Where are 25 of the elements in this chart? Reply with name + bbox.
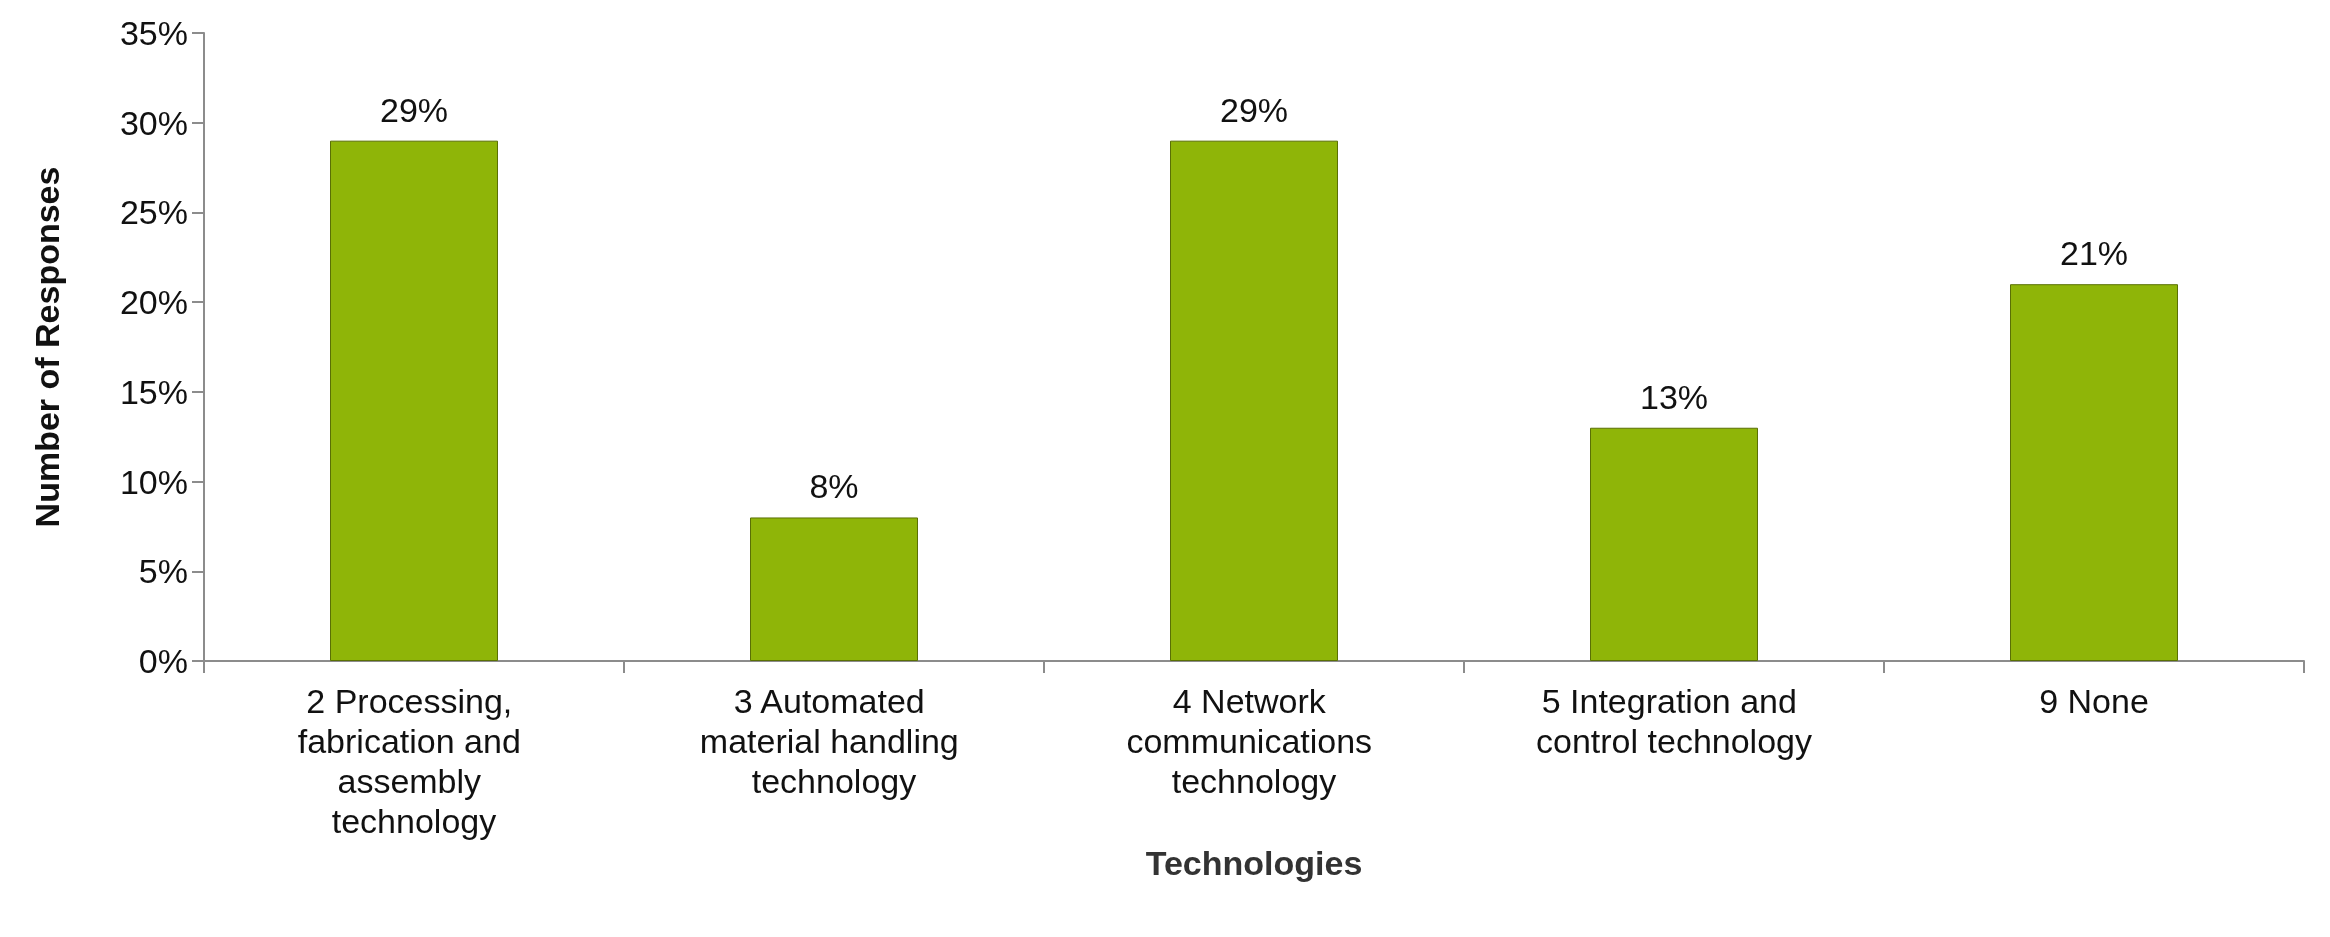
y-tick-label: 0% bbox=[138, 642, 188, 680]
data-label: 29% bbox=[379, 90, 449, 129]
x-tick-label: 9 None bbox=[2039, 682, 2149, 720]
y-axis-title: Number of Responses bbox=[28, 166, 66, 528]
y-tick-label: 20% bbox=[119, 283, 188, 322]
y-tick-label: 25% bbox=[119, 193, 188, 232]
y-tick-label: 30% bbox=[119, 103, 188, 142]
data-label: 8% bbox=[809, 467, 859, 506]
x-axis-title: Technologies bbox=[1145, 843, 1363, 882]
x-tick-label: 5 Integration and control technology bbox=[1536, 682, 1812, 760]
y-tick-label: 5% bbox=[138, 552, 188, 591]
bar bbox=[1170, 140, 1338, 661]
bar bbox=[330, 140, 498, 661]
x-tick-label: 3 Automated material handling technology bbox=[699, 682, 969, 800]
x-tick-label: 2 Processing, fabrication and assembly technology bbox=[297, 682, 531, 840]
y-tick-label: 15% bbox=[119, 372, 188, 411]
x-tick-label: 4 Network communications technology bbox=[1126, 682, 1382, 800]
data-label: 13% bbox=[1639, 377, 1709, 416]
data-label: 21% bbox=[2059, 234, 2129, 273]
y-tick-label: 10% bbox=[119, 462, 188, 501]
data-label: 29% bbox=[1219, 90, 1289, 129]
bar bbox=[750, 517, 918, 661]
bar bbox=[1590, 427, 1758, 661]
bar bbox=[2010, 284, 2178, 661]
y-tick-label: 35% bbox=[119, 14, 188, 52]
